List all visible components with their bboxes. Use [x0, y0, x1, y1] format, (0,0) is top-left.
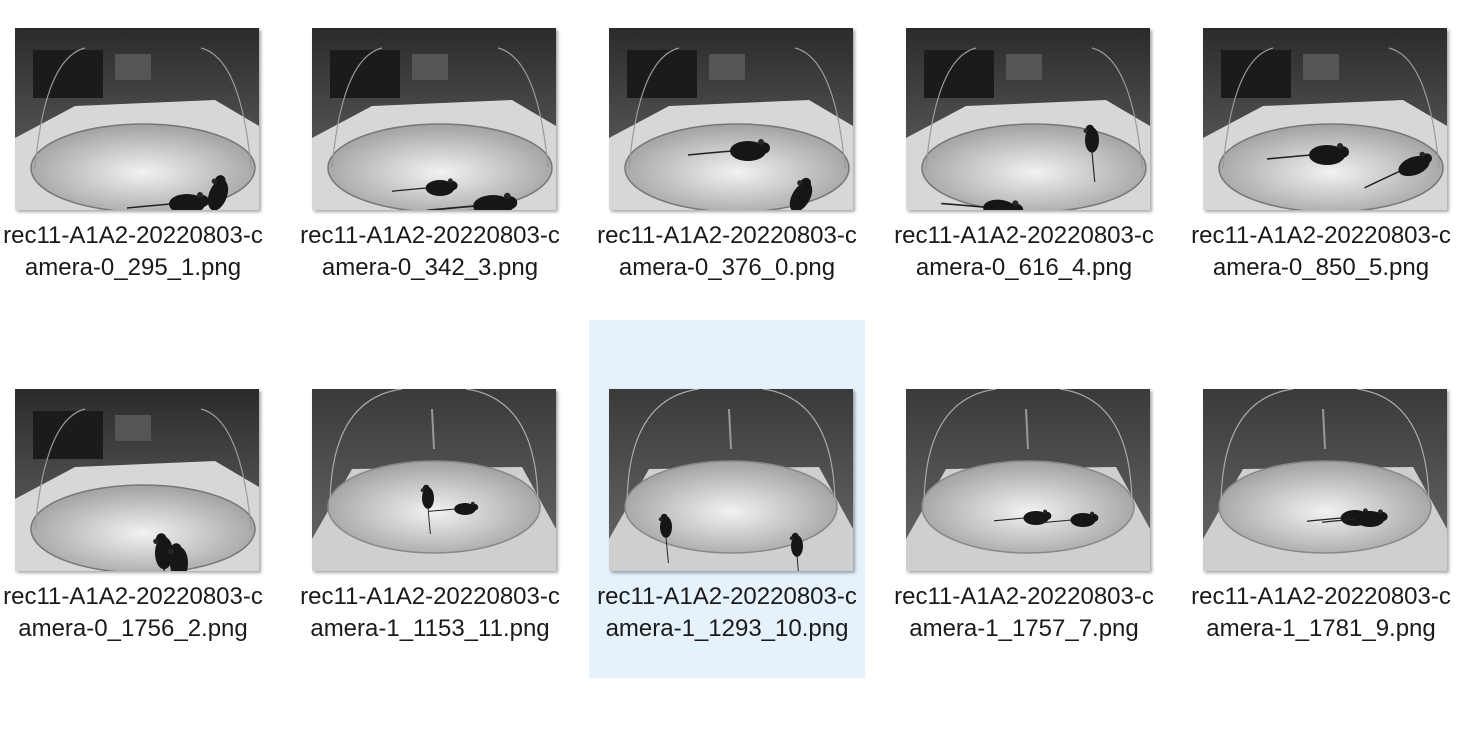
file-name-label: rec11-A1A2-20220803-camera-0_850_5.png [1191, 222, 1451, 281]
file-name-label: rec11-A1A2-20220803-camera-1_1781_9.png [1191, 583, 1451, 642]
file-item[interactable]: rec11-A1A2-20220803-camera-0_342_3.png [292, 0, 568, 357]
image-thumbnail-icon[interactable] [312, 28, 556, 210]
file-item[interactable]: rec11-A1A2-20220803-camera-1_1757_7.png [886, 320, 1162, 678]
file-item[interactable]: rec11-A1A2-20220803-camera-0_376_0.png [589, 0, 865, 357]
file-item[interactable]: rec11-A1A2-20220803-camera-0_850_5.png [1183, 0, 1459, 357]
file-name-label: rec11-A1A2-20220803-camera-1_1293_10.png [597, 583, 857, 642]
file-name-label: rec11-A1A2-20220803-camera-0_376_0.png [597, 222, 857, 281]
file-item[interactable]: rec11-A1A2-20220803-camera-0_616_4.png [886, 0, 1162, 357]
file-item[interactable]: rec11-A1A2-20220803-camera-0_1756_2.png [0, 320, 271, 678]
image-thumbnail-icon[interactable] [312, 389, 556, 571]
file-name-label: rec11-A1A2-20220803-camera-0_1756_2.png [3, 583, 263, 642]
file-item[interactable]: rec11-A1A2-20220803-camera-1_1153_11.png [292, 320, 568, 678]
file-name-label: rec11-A1A2-20220803-camera-0_616_4.png [894, 222, 1154, 281]
image-thumbnail-icon[interactable] [906, 28, 1150, 210]
image-thumbnail-icon[interactable] [1203, 28, 1447, 210]
file-name-label: rec11-A1A2-20220803-camera-0_342_3.png [300, 222, 560, 281]
image-thumbnail-icon[interactable] [609, 389, 853, 571]
file-name-label: rec11-A1A2-20220803-camera-1_1757_7.png [894, 583, 1154, 642]
file-item[interactable]: rec11-A1A2-20220803-camera-0_295_1.png [0, 0, 271, 357]
file-name-label: rec11-A1A2-20220803-camera-1_1153_11.png [300, 583, 560, 642]
file-item[interactable]: rec11-A1A2-20220803-camera-1_1781_9.png [1183, 320, 1459, 678]
image-thumbnail-icon[interactable] [1203, 389, 1447, 571]
file-item[interactable]: rec11-A1A2-20220803-camera-1_1293_10.png [589, 320, 865, 678]
image-thumbnail-icon[interactable] [609, 28, 853, 210]
image-thumbnail-icon[interactable] [15, 28, 259, 210]
file-name-label: rec11-A1A2-20220803-camera-0_295_1.png [3, 222, 263, 281]
image-thumbnail-icon[interactable] [906, 389, 1150, 571]
image-thumbnail-icon[interactable] [15, 389, 259, 571]
